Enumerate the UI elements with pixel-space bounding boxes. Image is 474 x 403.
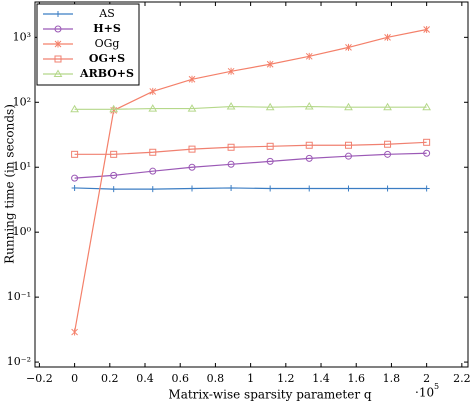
marker	[423, 149, 431, 157]
marker	[305, 154, 313, 162]
marker	[266, 157, 274, 165]
x-multiplier-base: ·10	[415, 386, 434, 400]
x-tick-label: 2	[423, 372, 430, 385]
x-tick-label: 0.8	[207, 372, 225, 385]
marker	[384, 33, 391, 41]
y-tick-label: 10¹	[13, 160, 31, 173]
marker	[267, 185, 274, 192]
marker	[345, 43, 352, 51]
marker	[305, 52, 313, 60]
x-tick-label: 1.8	[383, 372, 401, 385]
marker	[187, 104, 197, 112]
marker	[71, 328, 78, 336]
marker	[148, 104, 158, 112]
marker	[384, 150, 392, 158]
marker	[344, 141, 352, 149]
series-line	[74, 141, 427, 155]
marker	[383, 102, 392, 111]
legend-label: AS	[98, 7, 114, 20]
marker	[189, 185, 196, 192]
marker	[227, 143, 235, 151]
marker	[305, 141, 313, 149]
marker	[422, 102, 432, 111]
series-line	[74, 105, 427, 110]
marker	[227, 67, 235, 75]
legend-label: OGg	[95, 37, 120, 50]
marker	[226, 102, 236, 110]
x-tick-label: 1.4	[312, 372, 330, 385]
marker	[55, 11, 61, 17]
x-tick-label: 0.2	[101, 372, 119, 385]
x-tick-label: −0.2	[26, 372, 53, 385]
marker	[110, 186, 117, 193]
x-tick-label: 0.4	[136, 372, 154, 385]
marker	[71, 150, 79, 158]
marker	[306, 185, 313, 192]
series-line	[74, 152, 427, 179]
marker	[53, 69, 63, 77]
marker	[384, 185, 391, 192]
legend: AS H+S OGg OG+S ARBO+S	[36, 3, 140, 86]
marker	[384, 140, 392, 148]
x-tick-label: 1.6	[347, 372, 365, 385]
plot-frame	[34, 1, 469, 368]
marker	[149, 186, 156, 193]
marker	[110, 171, 118, 179]
legend-label: ARBO+S	[79, 67, 134, 80]
x-tick-label: 2.2	[453, 372, 471, 385]
marker	[110, 106, 118, 114]
marker	[344, 102, 353, 111]
x-multiplier-exponent: 5	[434, 382, 439, 391]
y-axis-label: Running time (in seconds)	[3, 104, 17, 264]
marker	[266, 142, 274, 150]
series-line	[74, 187, 427, 190]
marker	[71, 174, 79, 182]
marker	[304, 102, 314, 110]
marker	[423, 26, 430, 34]
x-tick-label: 1	[247, 372, 254, 385]
marker	[54, 55, 62, 63]
marker	[149, 148, 157, 156]
marker	[110, 150, 118, 158]
marker	[149, 87, 157, 95]
marker	[266, 60, 274, 68]
marker	[423, 185, 430, 192]
legend-label: OG+S	[89, 52, 125, 65]
marker	[188, 145, 196, 153]
x-tick-label: 0	[71, 372, 78, 385]
x-axis-label: Matrix-wise sparsity parameter q	[168, 388, 371, 402]
y-tick-label: 10⁻¹	[7, 290, 31, 303]
y-tick-label: 10²	[13, 95, 31, 108]
marker	[54, 40, 62, 48]
marker	[149, 167, 157, 175]
marker	[188, 75, 196, 83]
marker	[344, 152, 352, 160]
marker	[71, 184, 78, 191]
y-tick-label: 10⁻²	[7, 355, 31, 368]
y-tick-label: 10⁰	[13, 225, 32, 238]
marker	[228, 184, 235, 191]
marker	[345, 185, 352, 192]
marker	[265, 102, 275, 111]
marker	[423, 138, 431, 146]
marker	[70, 104, 79, 113]
marker	[188, 163, 196, 171]
y-tick-label: 10³	[13, 30, 31, 43]
legend-label: H+S	[93, 22, 121, 35]
x-tick-label: 0.6	[171, 372, 189, 385]
series-line	[74, 28, 427, 333]
x-tick-label: 1.2	[277, 372, 295, 385]
marker	[54, 25, 62, 33]
marker	[227, 160, 235, 168]
marker	[109, 104, 119, 113]
